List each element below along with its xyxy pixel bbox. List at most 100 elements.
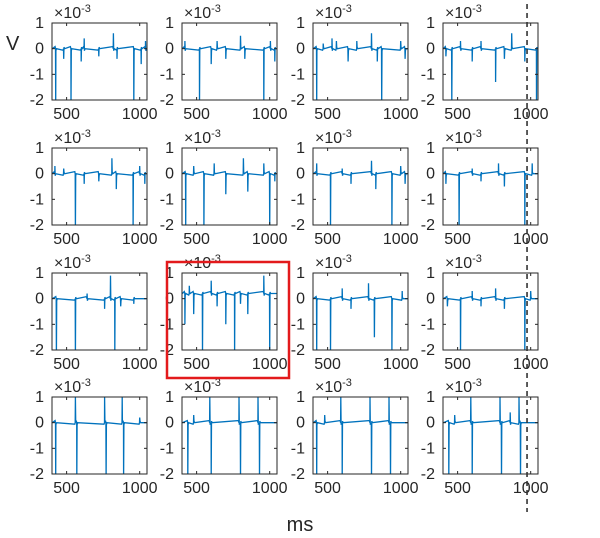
x-tick-label: 1000 [383,480,419,497]
subplot-r2-c0: -2 -1 0 1 500 1000 ×10-3 [30,253,158,373]
y-tick-label: 0 [426,41,435,58]
x-tick-label: 500 [53,106,80,123]
axes-box [181,272,278,351]
x-tick-label: 1000 [122,480,158,497]
axes-box [51,22,148,101]
y-tick-label: 1 [165,15,174,32]
y-tick-label: 0 [35,415,44,432]
y-exponent-label: ×10-3 [445,128,482,147]
x-tick-label: 1000 [513,480,549,497]
y-tick-label: 1 [296,15,305,32]
subplot-r2-c3: -2 -1 0 1 500 1000 ×10-3 [421,253,549,373]
y-tick-label: -1 [291,66,305,83]
subplot-r0-c2: -2 -1 0 1 500 1000 ×10-3 [291,3,419,123]
y-tick-label: 1 [165,140,174,157]
x-tick-label: 500 [444,231,471,248]
x-tick-label: 1000 [383,106,419,123]
y-tick-label: 0 [35,166,44,183]
signal-line [313,33,408,100]
y-tick-label: 0 [296,166,305,183]
y-tick-label: -2 [291,92,305,109]
y-tick-label: 0 [426,291,435,308]
y-tick-label: 1 [426,389,435,406]
y-axis-label: V [6,33,20,55]
subplot-r2-c2: -2 -1 0 1 500 1000 ×10-3 [291,253,419,373]
y-tick-label: 0 [165,415,174,432]
y-tick-label: -1 [421,440,435,457]
y-tick-label: 1 [296,265,305,282]
subplot-r3-c3: -2 -1 0 1 500 1000 ×10-3 [421,377,549,497]
x-tick-label: 1000 [383,356,419,373]
signal-line [313,283,408,350]
y-tick-label: -1 [291,440,305,457]
x-tick-label: 1000 [513,106,549,123]
y-exponent-label: ×10-3 [184,377,221,396]
axes-box [442,147,539,226]
axes-box [51,272,148,351]
subplot-r1-c1: -2 -1 0 1 500 1000 ×10-3 [160,128,288,248]
y-tick-label: -2 [421,342,435,359]
x-tick-label: 1000 [252,106,288,123]
x-tick-label: 500 [314,480,341,497]
x-tick-label: 1000 [513,356,549,373]
y-tick-label: 1 [35,389,44,406]
y-tick-label: -2 [30,92,44,109]
y-exponent-label: ×10-3 [315,377,352,396]
y-tick-label: -2 [421,466,435,483]
y-tick-label: 1 [296,389,305,406]
y-tick-label: 1 [426,15,435,32]
y-tick-label: -2 [291,342,305,359]
y-tick-label: 1 [35,265,44,282]
overlay-layer [165,4,528,512]
y-tick-label: -2 [30,466,44,483]
axes-box [312,272,409,351]
subplot-r1-c3: -2 -1 0 1 500 1000 ×10-3 [421,128,549,248]
subplot-r0-c0: -2 -1 0 1 500 1000 ×10-3 [30,3,158,123]
axes-box [312,396,409,475]
signal-line [443,288,538,350]
x-tick-label: 500 [444,106,471,123]
y-tick-label: -1 [30,440,44,457]
subplot-r3-c1: -2 -1 0 1 500 1000 ×10-3 [160,377,288,497]
x-tick-label: 500 [183,231,210,248]
y-tick-label: 1 [165,265,174,282]
y-tick-label: -1 [421,191,435,208]
y-tick-label: 1 [35,15,44,32]
y-tick-label: -1 [30,66,44,83]
signal-line [52,33,147,100]
y-tick-label: -2 [160,217,174,234]
y-tick-label: -2 [291,217,305,234]
y-exponent-label: ×10-3 [54,128,91,147]
y-tick-label: -2 [160,466,174,483]
x-tick-label: 500 [53,231,80,248]
y-exponent-label: ×10-3 [445,253,482,272]
subplot-r1-c0: -2 -1 0 1 500 1000 ×10-3 [30,128,158,248]
y-tick-label: 1 [426,265,435,282]
x-tick-label: 1000 [122,231,158,248]
x-tick-label: 500 [314,106,341,123]
signal-line [443,396,538,474]
y-tick-label: 0 [35,41,44,58]
y-tick-label: 1 [296,140,305,157]
x-tick-label: 500 [53,480,80,497]
x-tick-label: 1000 [513,231,549,248]
axes-box [181,396,278,475]
y-tick-label: 1 [426,140,435,157]
y-tick-label: 0 [165,166,174,183]
y-tick-label: -1 [291,316,305,333]
y-tick-label: -1 [30,191,44,208]
y-tick-label: 0 [296,41,305,58]
y-tick-label: -2 [30,217,44,234]
signal-line [52,275,147,350]
y-tick-label: 0 [426,415,435,432]
axes-box [442,22,539,101]
y-tick-label: 0 [165,41,174,58]
y-tick-label: 0 [296,415,305,432]
y-exponent-label: ×10-3 [184,253,221,272]
signal-line [182,275,277,350]
y-exponent-label: ×10-3 [315,253,352,272]
x-tick-label: 500 [183,106,210,123]
